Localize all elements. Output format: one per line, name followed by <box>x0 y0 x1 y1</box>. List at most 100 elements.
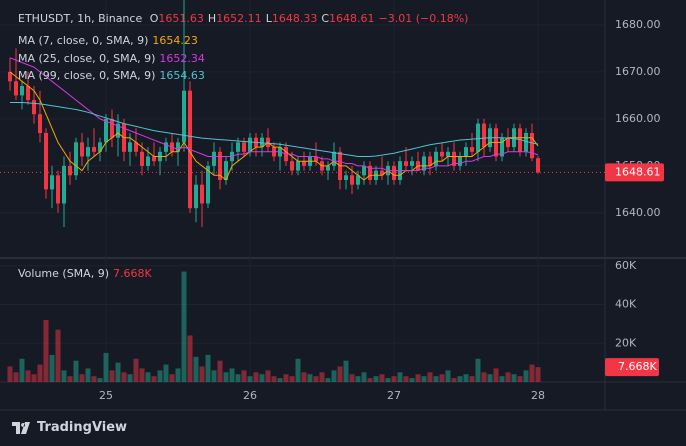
candle-body <box>110 118 114 138</box>
candle-body <box>440 151 444 157</box>
ohlc: O1651.63 H1652.11 L1648.33 C1648.61 −3.01 (−… <box>150 12 473 25</box>
volume-bar <box>445 370 451 382</box>
volume-bar <box>13 372 19 382</box>
x-tick-label: 26 <box>243 389 257 402</box>
candle-body <box>98 142 102 152</box>
candle-body <box>476 123 480 152</box>
volume-bar <box>241 370 247 382</box>
high-value: 1652.11 <box>216 12 262 25</box>
candle-body <box>104 118 108 143</box>
volume-bar <box>73 360 79 382</box>
volume-bar <box>253 372 259 382</box>
volume-bar <box>409 378 415 382</box>
candle-body <box>302 161 306 166</box>
volume-bar <box>499 376 505 382</box>
candle-body <box>392 165 396 180</box>
volume-bar <box>163 364 169 382</box>
ma-name: MA (99, close, 0, SMA, 9) <box>18 69 156 82</box>
candle-body <box>362 165 366 176</box>
logo <box>12 421 30 434</box>
volume-bar <box>385 378 391 382</box>
price-badge-label: 1648.61 <box>615 165 661 178</box>
volume-bar <box>115 362 121 382</box>
volume-bar <box>343 360 349 382</box>
ma-legend: MA (7, close, 0, SMA, 9) 1654.23 <box>18 34 202 47</box>
volume-bar <box>49 354 55 382</box>
y-tick-label: 1660.00 <box>615 112 661 125</box>
candle-body <box>38 114 42 133</box>
candle-body <box>500 137 504 157</box>
volume-bar <box>331 370 337 382</box>
volume-bar <box>391 376 397 382</box>
volume-bar <box>511 374 517 382</box>
candle-body <box>332 151 336 166</box>
volume-bar <box>79 374 85 382</box>
candle-body <box>344 175 348 180</box>
candle-body <box>248 137 252 152</box>
candle-body <box>536 158 540 173</box>
candle-body <box>524 132 528 152</box>
volume-bar <box>199 366 205 382</box>
letter: L <box>265 12 272 25</box>
symbol: ETHUSDT, 1h, Binance <box>18 12 143 25</box>
volume-bar <box>271 376 277 382</box>
price-axis-bg <box>605 0 686 410</box>
volume-badge <box>605 358 659 377</box>
candle-body <box>434 151 438 166</box>
candle-body <box>200 184 204 204</box>
volume-bar <box>457 376 463 382</box>
candle-body <box>116 123 120 138</box>
volume-bar <box>205 354 211 382</box>
candle-body <box>14 81 18 96</box>
volume-bar <box>367 378 373 382</box>
volume-bar <box>235 374 241 382</box>
volume-bar <box>373 376 379 382</box>
candle-body <box>134 142 138 152</box>
volume-bar <box>379 374 385 382</box>
volume-bar <box>217 360 223 382</box>
candle-body <box>356 175 360 185</box>
volume-bar <box>487 374 493 382</box>
y-tick-label: 20K <box>615 336 637 349</box>
volume-badge-label: 7.668K <box>618 360 657 373</box>
candle-body <box>224 161 228 180</box>
volume-bar <box>403 376 409 382</box>
volume-bar <box>475 358 481 382</box>
candle-body <box>74 142 78 176</box>
ma-line <box>9 57 539 172</box>
candle-body <box>62 165 66 204</box>
volume-bar <box>127 374 133 382</box>
candle-body <box>194 184 198 209</box>
volume-bar <box>193 356 199 382</box>
volume-bar <box>259 374 265 382</box>
volume-bar <box>313 376 319 382</box>
brand[interactable]: TradingView <box>12 420 127 435</box>
volume-bar <box>91 376 97 382</box>
volume-bar <box>307 374 313 382</box>
volume-bar <box>37 364 43 382</box>
candle-body <box>182 90 186 143</box>
volume-bar <box>145 372 151 382</box>
candle-body <box>326 165 330 171</box>
volume-bar <box>85 368 91 382</box>
candle-body <box>296 161 300 171</box>
volume-bar <box>463 374 469 382</box>
volume-bar <box>517 376 523 382</box>
volume-bar <box>67 376 73 382</box>
candle-body <box>56 175 60 204</box>
candle-body <box>482 123 486 148</box>
volume-legend: Volume (SMA, 9) 7.668K <box>18 267 156 280</box>
ma-value: 1652.34 <box>159 52 205 65</box>
volume-bar <box>493 368 499 382</box>
candle-body <box>350 175 354 185</box>
y-tick-label: 1640.00 <box>615 206 661 219</box>
volume-bar <box>535 367 541 382</box>
candle-body <box>470 147 474 152</box>
candle-body <box>464 147 468 157</box>
volume-bar <box>481 372 487 382</box>
candle-body <box>20 86 24 96</box>
volume-bar <box>229 368 235 382</box>
candle-body <box>314 156 318 162</box>
